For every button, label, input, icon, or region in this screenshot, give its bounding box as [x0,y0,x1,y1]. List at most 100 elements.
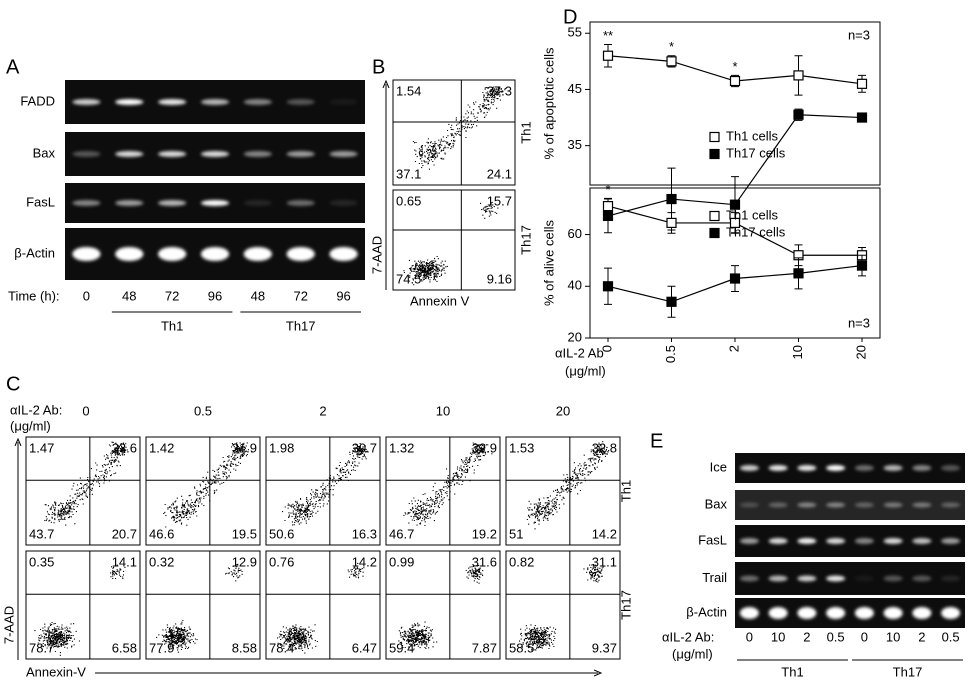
quadrant-value: 59.4 [389,640,414,655]
legend-label: Th1 cells [726,207,779,222]
gel-band [797,502,817,508]
legend-swatch [709,210,720,222]
time-label: Time (h): [8,288,60,303]
gel-band [854,607,874,619]
gel-row-label: Bax [705,496,728,511]
quadrant-value: 15.7 [487,193,512,208]
quadrant-value: 1.98 [269,440,294,455]
group-label: Th17 [286,318,316,333]
quadrant-value: 43.7 [29,526,54,541]
gel-band [941,465,961,471]
marker [666,56,677,67]
panel-letter: C [6,373,20,395]
group-label: Th1 [781,664,803,679]
gel-row-label: Ice [710,459,727,474]
quadrant-value: 14.1 [112,554,137,569]
gel-band [883,575,903,582]
axis-label: Annexin V [410,293,470,308]
marker [856,78,868,89]
quadrant-value: 46.6 [149,526,174,541]
legend-swatch [709,131,720,143]
gel-band [768,607,788,619]
gel-band [200,99,230,105]
dose-label: 20 [556,403,570,418]
gel-band [200,247,230,261]
dose-label: 2 [319,403,326,418]
quadrant-value: 20.7 [112,526,137,541]
dose-header: (μg/ml) [10,418,51,433]
gel-band [854,538,874,544]
quadrant-value: 58.5 [509,640,534,655]
note: n=3 [848,27,870,42]
gel-band [72,247,101,261]
flow-dots [519,563,604,651]
y-tick-label: 35 [568,137,582,152]
flow-plot: 0.82 31.1 58.5 9.37 [505,550,621,660]
legend-label: Th1 cells [726,128,779,143]
x-tick-label: 0.5 [663,345,678,363]
panel-letter: E [650,430,663,452]
dose-header: αIL-2 Ab: [10,402,62,417]
flow-plot: 1.47 33.6 43.7 20.7 [25,436,141,546]
lane-label: 0.5 [942,629,960,644]
gel-band [941,607,961,619]
lane-label: 0.5 [827,629,845,644]
gel-band [854,575,874,582]
x-tick-label: 20 [853,345,868,359]
gel-band [158,151,187,157]
legend-label: Th17 cells [726,145,786,160]
lane-label: 0 [861,629,868,644]
flow-plot: 1.54 37.3 37.1 24.1 [392,79,516,186]
gel-band [768,465,788,471]
gel-band [768,538,788,544]
quadrant-value: 24.1 [487,166,512,181]
dose-label: 0 [82,403,89,418]
flow-dots [403,201,499,286]
gel-band [854,502,874,508]
quadrant-value: 12.9 [232,554,257,569]
gel-band [243,200,272,206]
gel-band [72,99,101,105]
lane-header: (μg/ml) [672,646,713,661]
gel-band [797,575,817,582]
gel-band [883,465,903,471]
gel-band [329,151,358,157]
gel-band [883,502,903,508]
gel-band [115,99,144,105]
dose-label: 0.5 [194,403,212,418]
quadrant-value: 0.99 [389,554,414,569]
lane-label: 72 [293,288,307,303]
gel-band [158,247,187,261]
gel-band [286,247,315,261]
quadrant-value: 1.53 [509,440,534,455]
quadrant-value: 6.47 [352,640,377,655]
gel-band [883,538,903,544]
quadrant-value: 78.7 [29,640,54,655]
gel-band [912,502,932,508]
gel-band [912,607,932,619]
quadrant-value: 1.32 [389,440,414,455]
quadrant-value: 9.16 [487,271,512,286]
gel-band [739,465,759,471]
y-tick-label: 20 [568,329,582,344]
significance: * [732,196,737,211]
legend-swatch [709,148,720,160]
quadrant-value: 31.1 [592,554,617,569]
lane-label: 48 [122,288,136,303]
quadrant-value: 31.9 [232,440,257,455]
gel-band [826,575,846,582]
quadrant-value: 1.47 [29,440,54,455]
gel-band [854,465,874,471]
quadrant-value: 0.65 [396,193,421,208]
gel-band [768,502,788,508]
significance: ** [603,28,613,43]
flow-plot: 0.99 31.6 59.4 7.87 [385,550,501,660]
plot-frame [589,21,881,186]
quadrant-value: 0.82 [509,554,534,569]
quadrant-value: 74.5 [396,271,421,286]
quadrant-value: 32.9 [472,440,497,455]
note: n=3 [848,315,870,330]
row-label: Th17 [618,590,633,620]
